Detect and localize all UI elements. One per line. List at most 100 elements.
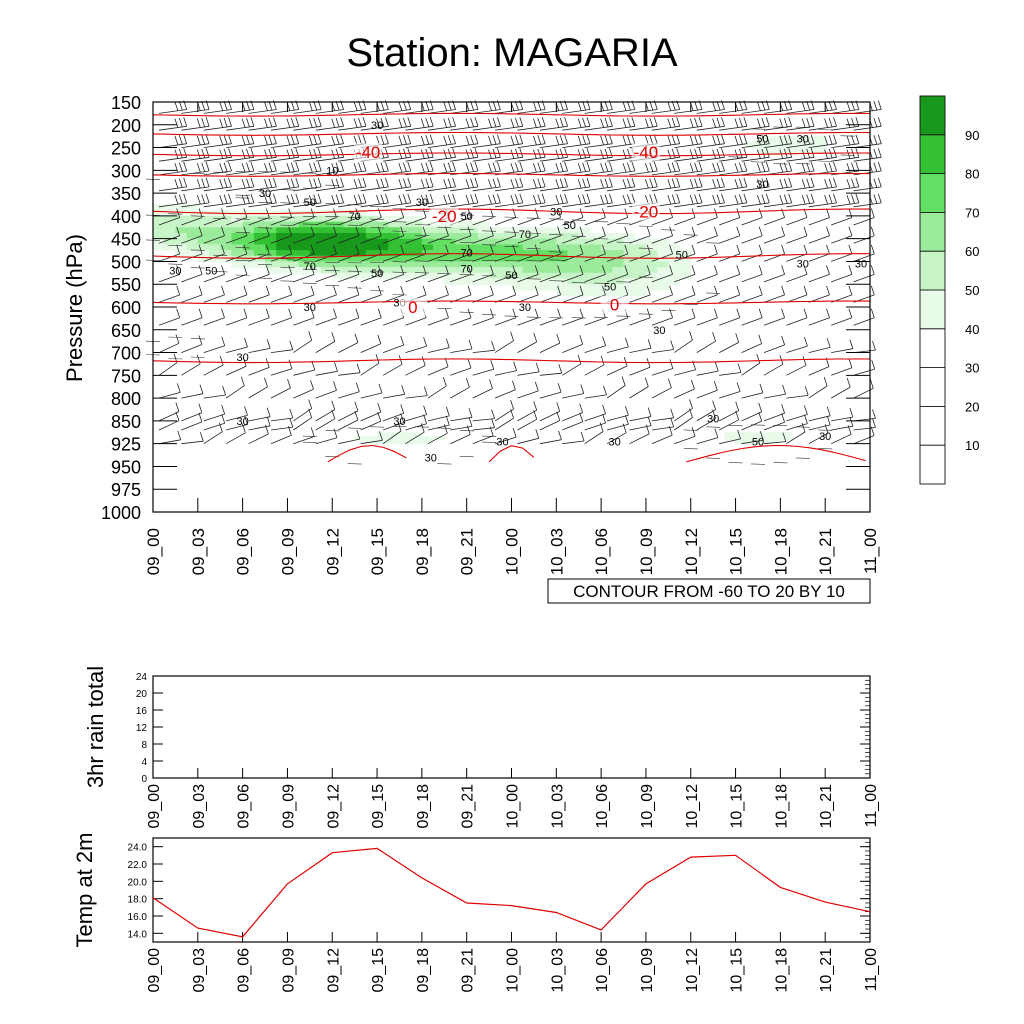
humidity-cell — [399, 261, 412, 268]
wind-barb-flag — [557, 244, 561, 255]
wind-barb-shaft — [629, 416, 652, 422]
wind-barb-flag — [467, 226, 472, 236]
wind-barb-flag — [340, 134, 344, 144]
humidity-contour-segment — [347, 287, 362, 289]
humidity-cell — [175, 238, 188, 245]
humidity-contour-segment — [549, 259, 564, 261]
wind-barb-flag — [467, 244, 472, 255]
humidity-cell — [668, 272, 681, 280]
wind-barb-flag — [559, 162, 564, 172]
wind-barb-flag — [689, 399, 693, 409]
wind-barb-flag — [541, 134, 546, 144]
wind-barb-flag — [443, 163, 448, 173]
humidity-contour-label: 50 — [205, 266, 217, 278]
humidity-cell — [511, 255, 524, 263]
humidity-contour-label: 50 — [505, 270, 517, 282]
wind-barb-shaft — [853, 368, 875, 376]
wind-barb-flag — [877, 193, 882, 204]
humidity-cell — [421, 227, 434, 234]
humidity-contour-segment — [459, 456, 474, 458]
wind-barb-flag — [244, 337, 248, 348]
humidity-cell — [164, 221, 176, 228]
humidity-cell — [589, 284, 602, 291]
y-tick-label: 14.0 — [128, 929, 148, 940]
wind-barb-shaft — [472, 235, 494, 244]
wind-barb-flag — [781, 308, 785, 318]
humidity-cell — [365, 250, 378, 257]
wind-barb-shaft — [584, 170, 613, 176]
wind-barb-flag — [497, 177, 501, 188]
humidity-cell — [511, 227, 524, 234]
humidity-cell — [153, 215, 165, 223]
humidity-contour-label: 30 — [797, 259, 809, 271]
wind-barb-flag — [671, 194, 676, 204]
x-tick-label: 10_15 — [729, 948, 746, 993]
wind-barb-shaft — [741, 317, 763, 326]
humidity-contour-label: 30 — [707, 414, 719, 426]
wind-barb-flag — [698, 117, 703, 127]
wind-barb-shaft — [584, 143, 613, 148]
wind-barb-flag — [317, 161, 322, 172]
wind-barb-flag — [870, 265, 875, 275]
wind-barb-shaft — [338, 410, 359, 422]
wind-barb-shaft — [719, 294, 740, 303]
humidity-cell — [522, 227, 535, 234]
wind-barb-flag — [757, 118, 761, 128]
wind-barb-flag — [721, 161, 725, 172]
wind-barb-shaft — [293, 369, 315, 376]
wind-barb-flag — [779, 118, 784, 128]
wind-barb-flag — [423, 386, 428, 396]
wind-barb-flag — [273, 177, 277, 188]
wind-barb-flag — [377, 285, 382, 296]
wind-barb-flag — [623, 356, 628, 367]
wind-barb-shaft — [584, 202, 613, 208]
humidity-cell — [668, 255, 681, 263]
wind-barb-flag — [308, 179, 313, 189]
wind-barb-flag — [689, 135, 694, 146]
humidity-cell — [589, 255, 602, 263]
wind-barb-flag — [400, 244, 405, 255]
wind-barb-flag — [468, 417, 473, 427]
wind-barb-flag — [535, 429, 540, 439]
wind-barb-flag — [492, 117, 497, 128]
wind-barb-shaft — [315, 202, 344, 208]
humidity-cell — [657, 255, 669, 263]
x-tick-label: 09_06 — [236, 784, 253, 829]
wind-barb-shaft — [383, 156, 411, 162]
wind-barb-flag — [712, 118, 716, 128]
wind-barb-shaft — [606, 235, 628, 244]
wind-barb-flag — [175, 402, 180, 412]
wind-barb-flag — [465, 118, 470, 128]
wind-barb-shaft — [853, 202, 882, 208]
humidity-cell — [567, 238, 580, 245]
wind-barb-shaft — [517, 437, 539, 445]
wind-barb-flag — [833, 161, 837, 172]
humidity-cell — [511, 272, 524, 280]
wind-barb-flag — [804, 386, 809, 396]
wind-barb-shaft — [719, 156, 747, 162]
wind-barb-flag — [761, 194, 766, 204]
wind-barb-flag — [828, 194, 833, 204]
wind-barb-shaft — [763, 393, 786, 399]
humidity-cell — [567, 244, 580, 251]
wind-barb-shaft — [248, 170, 277, 176]
wind-barb-shaft — [763, 412, 785, 422]
humidity-cell — [388, 272, 401, 280]
wind-barb-flag — [804, 405, 808, 415]
humidity-cell — [545, 261, 557, 268]
humidity-cell — [354, 250, 367, 257]
wind-barb-flag — [308, 149, 313, 159]
wind-barb-shaft — [763, 202, 792, 208]
wind-barb-flag — [758, 265, 763, 275]
humidity-contour-segment — [168, 263, 183, 265]
wind-barb-shaft — [181, 440, 204, 445]
wind-barb-shaft — [539, 235, 561, 244]
wind-barb-flag — [362, 177, 367, 188]
wind-barb-flag — [223, 148, 228, 159]
wind-barb-flag — [555, 179, 560, 189]
humidity-cell — [769, 136, 781, 143]
wind-barb-flag — [331, 135, 336, 146]
wind-barb-shaft — [360, 440, 383, 445]
wind-barb-shaft — [450, 348, 473, 353]
wind-barb-flag — [627, 162, 631, 172]
